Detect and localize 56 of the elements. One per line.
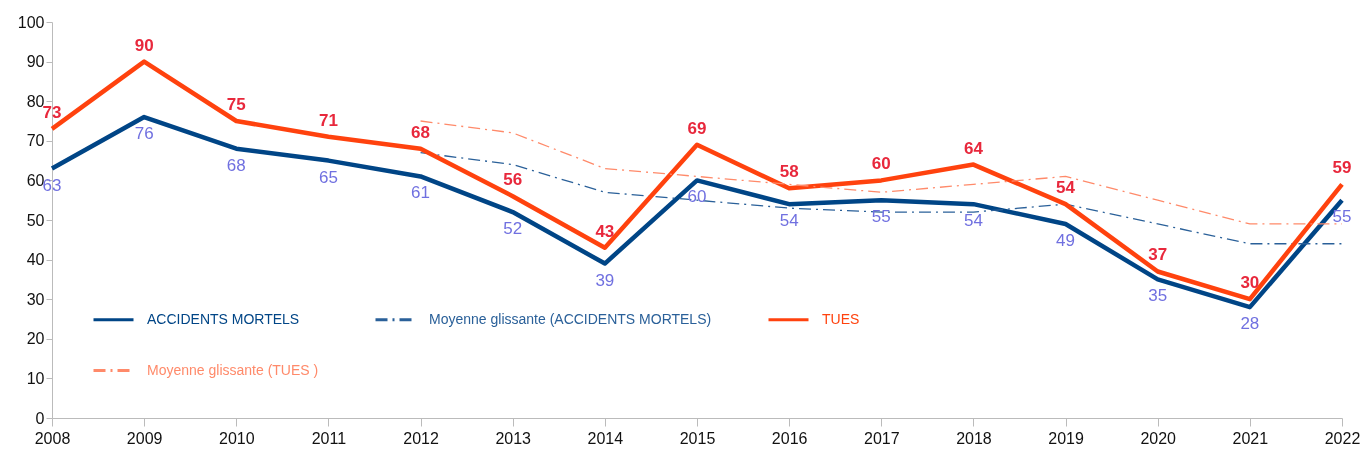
data-label: 56 (503, 170, 523, 190)
x-tick-label: 2013 (495, 429, 532, 447)
x-tick-label: 2012 (403, 429, 439, 447)
x-tick-label: 2011 (311, 429, 347, 447)
data-label: 55 (871, 207, 891, 227)
y-tick-label: 30 (26, 290, 45, 308)
y-tick-label: 10 (26, 369, 45, 387)
legend-label: TUES (822, 310, 860, 327)
legend-label: Moyenne glissante (ACCIDENTS MORTELS) (429, 310, 712, 327)
y-tick-label: 50 (26, 211, 45, 229)
data-label: 60 (871, 154, 891, 174)
data-label: 52 (503, 219, 523, 239)
data-label: 61 (411, 183, 431, 203)
x-tick-label: 2021 (1232, 429, 1269, 447)
data-label: 76 (134, 124, 154, 144)
data-label: 59 (1332, 158, 1352, 178)
data-label: 55 (1332, 207, 1352, 227)
data-label: 71 (318, 110, 338, 130)
data-label: 69 (687, 118, 707, 138)
data-label: 54 (1056, 178, 1076, 198)
x-tick-label: 2020 (1140, 429, 1177, 447)
y-tick-label: 40 (26, 251, 45, 269)
x-tick-label: 2008 (34, 429, 71, 447)
data-label: 30 (1240, 273, 1260, 293)
x-tick-label: 2018 (956, 429, 992, 447)
x-tick-label: 2022 (1324, 429, 1361, 447)
data-label: 68 (226, 155, 246, 175)
x-tick-label: 2016 (771, 429, 808, 447)
y-tick-label: 70 (26, 132, 45, 150)
x-tick-label: 2009 (126, 429, 163, 447)
data-label: 54 (779, 211, 799, 231)
x-tick-label: 2017 (863, 429, 900, 447)
y-tick-label: 90 (26, 53, 45, 71)
data-label: 39 (595, 270, 615, 290)
x-tick-label: 2019 (1048, 429, 1084, 447)
legend-label: ACCIDENTS MORTELS (147, 310, 300, 327)
x-tick-label: 2010 (218, 429, 255, 447)
data-label: 37 (1148, 245, 1168, 265)
x-tick-label: 2014 (587, 429, 624, 447)
legend-label: Moyenne glissante (TUES ) (147, 361, 319, 378)
x-tick-label: 2015 (679, 429, 716, 447)
data-label: 90 (134, 35, 154, 55)
data-label: 64 (963, 138, 984, 158)
data-label: 60 (687, 187, 707, 207)
data-label: 68 (411, 122, 431, 142)
y-tick-label: 0 (35, 409, 45, 427)
data-label: 49 (1056, 230, 1076, 250)
data-label: 35 (1148, 286, 1168, 306)
y-tick-label: 100 (17, 13, 45, 31)
data-label: 28 (1240, 314, 1260, 334)
data-label: 65 (318, 167, 338, 187)
data-label: 58 (779, 162, 799, 182)
y-tick-label: 20 (26, 330, 45, 348)
data-label: 54 (963, 211, 983, 231)
data-label: 75 (226, 95, 246, 114)
data-label: 43 (595, 221, 615, 241)
